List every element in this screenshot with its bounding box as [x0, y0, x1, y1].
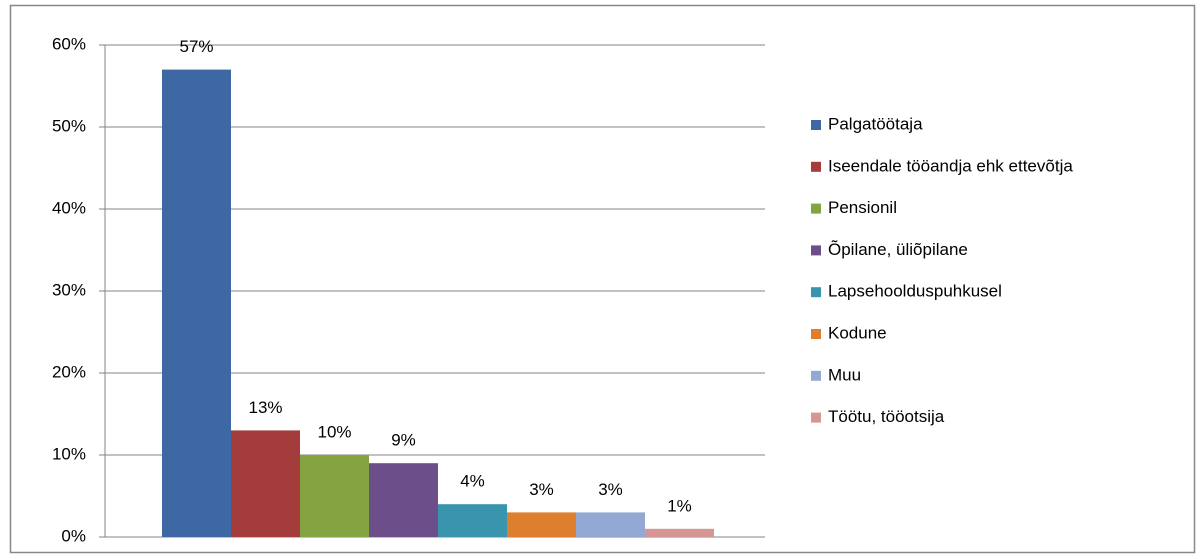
legend-label: Õpilane, üliõpilane — [828, 240, 968, 259]
legend-swatch — [811, 412, 821, 423]
legend-swatch — [811, 329, 821, 339]
data-label: 3% — [598, 480, 623, 499]
bar — [645, 528, 714, 537]
legend-label: Töötu, tööotsija — [828, 407, 945, 426]
legend-swatch — [811, 245, 821, 256]
legend-label: Lapsehoolduspuhkusel — [828, 282, 1002, 301]
data-label: 10% — [317, 422, 351, 441]
y-tick-label: 0% — [61, 526, 86, 545]
y-tick-label: 10% — [52, 444, 86, 463]
legend-label: Palgatöötaja — [828, 114, 923, 133]
y-tick-label: 60% — [52, 34, 86, 53]
data-label: 4% — [460, 472, 485, 491]
legend-label: Kodune — [828, 323, 887, 342]
data-label: 57% — [179, 37, 213, 56]
bar — [438, 504, 507, 537]
data-label: 9% — [391, 431, 416, 450]
bar — [162, 69, 231, 537]
data-label: 3% — [529, 480, 554, 499]
legend-label: Muu — [828, 365, 861, 384]
legend-swatch — [811, 161, 821, 172]
legend-label: Iseendale tööandja ehk ettevõtja — [828, 156, 1073, 175]
legend-swatch — [811, 120, 821, 130]
legend-label: Pensionil — [828, 198, 897, 217]
data-label: 1% — [667, 496, 692, 515]
y-tick-label: 40% — [52, 198, 86, 217]
data-label: 13% — [248, 398, 282, 417]
legend-swatch — [811, 203, 821, 214]
y-tick-label: 50% — [52, 116, 86, 135]
y-tick-label: 30% — [52, 280, 86, 299]
bar — [507, 512, 576, 537]
bar — [300, 455, 369, 537]
legend-swatch — [811, 370, 821, 381]
bar — [231, 430, 300, 537]
bar — [369, 463, 438, 537]
y-tick-label: 20% — [52, 362, 86, 381]
bar — [576, 512, 645, 537]
legend-swatch — [811, 287, 821, 298]
